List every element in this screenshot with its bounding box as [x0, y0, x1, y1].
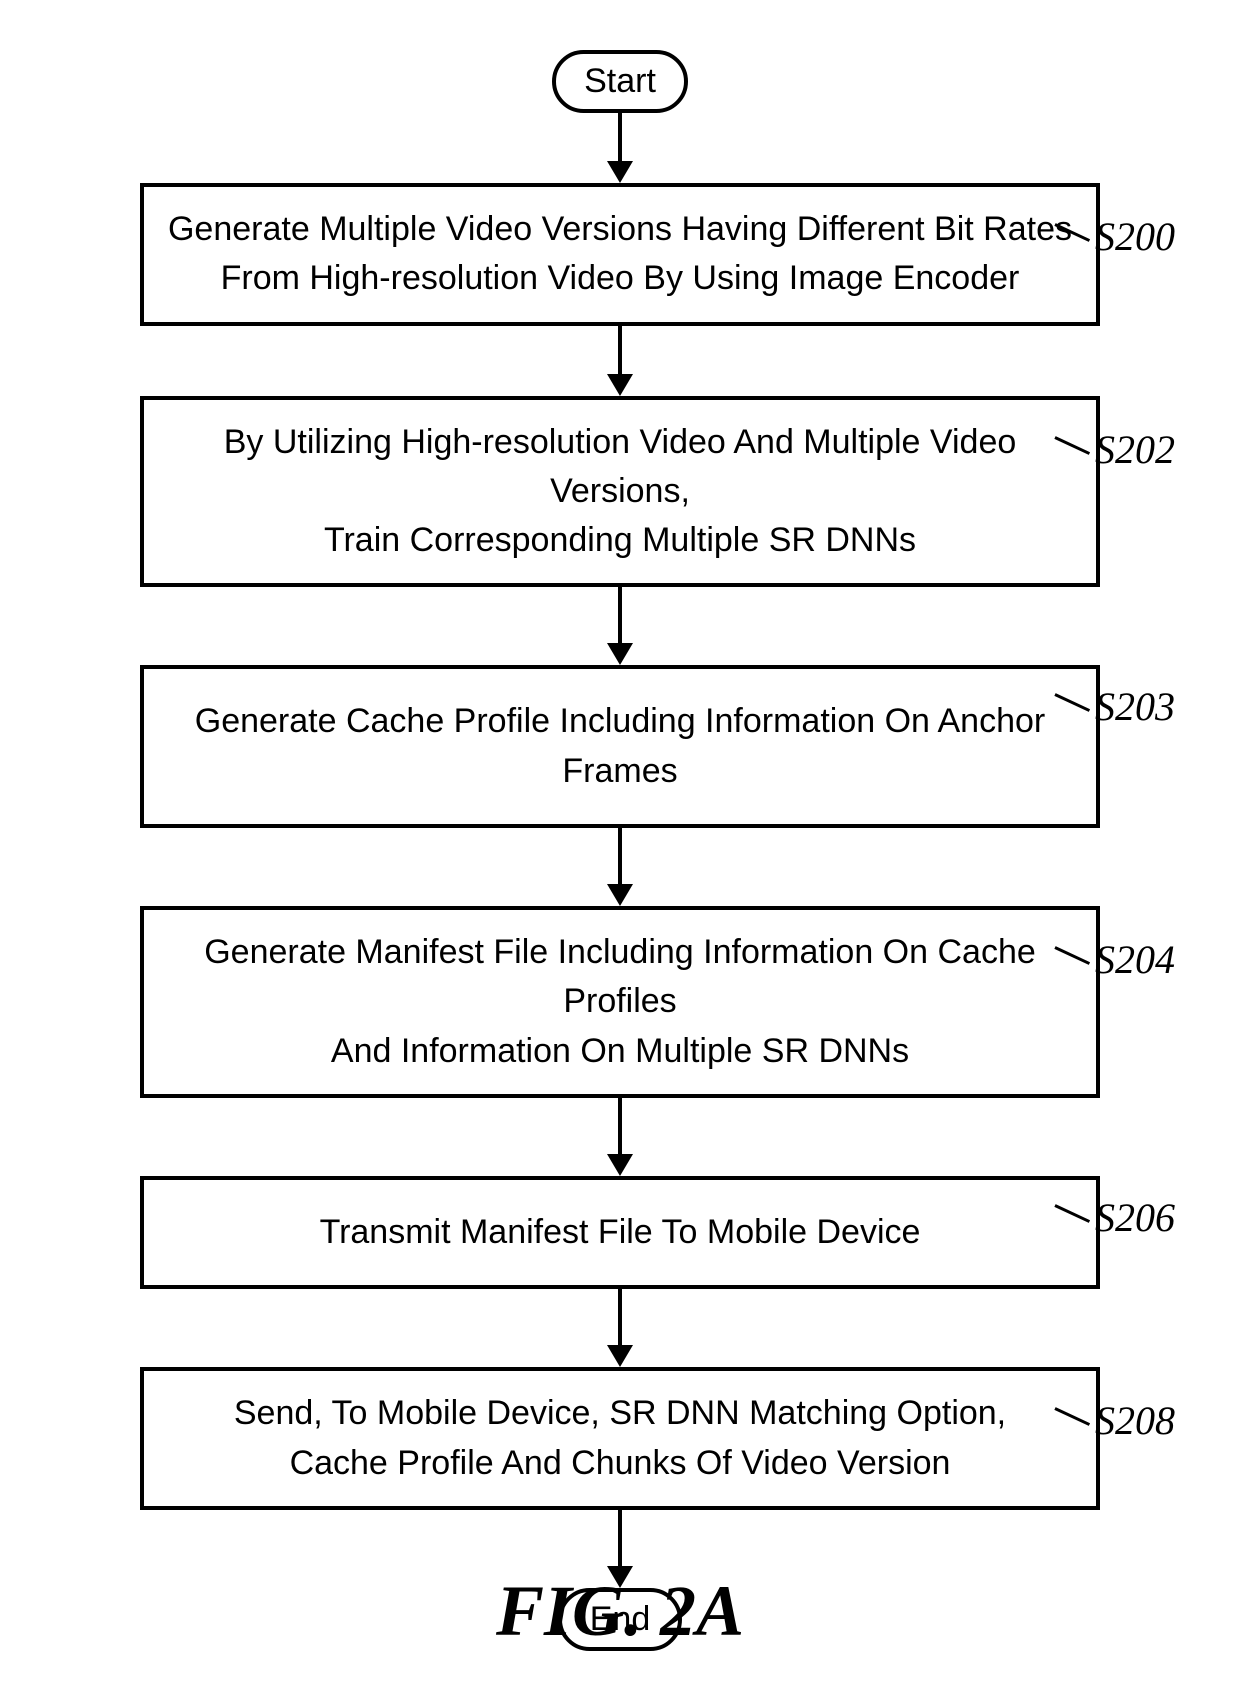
step-s203-line1: Generate Cache Profile Including Informa…	[164, 697, 1076, 796]
step-s202: By Utilizing High-resolution Video And M…	[140, 396, 1100, 588]
arrow-2	[600, 587, 640, 665]
step-s204-line1: Generate Manifest File Including Informa…	[164, 928, 1076, 1027]
step-s206: Transmit Manifest File To Mobile Device	[140, 1176, 1100, 1289]
step-s200-line1: Generate Multiple Video Versions Having …	[164, 205, 1076, 254]
step-s204: Generate Manifest File Including Informa…	[140, 906, 1100, 1098]
figure-caption: FIG. 2A	[0, 1570, 1240, 1653]
label-s204: S204	[1095, 936, 1175, 983]
step-s202-line2: Train Corresponding Multiple SR DNNs	[164, 516, 1076, 565]
step-s206-row: Transmit Manifest File To Mobile Device …	[0, 1176, 1240, 1289]
start-text: Start	[584, 62, 656, 100]
step-s208: Send, To Mobile Device, SR DNN Matching …	[140, 1367, 1100, 1510]
arrow-4	[600, 1098, 640, 1176]
arrow-5	[600, 1289, 640, 1367]
step-s206-line1: Transmit Manifest File To Mobile Device	[164, 1208, 1076, 1257]
step-s200-row: Generate Multiple Video Versions Having …	[0, 183, 1240, 326]
label-s206: S206	[1095, 1194, 1175, 1241]
step-s203-row: Generate Cache Profile Including Informa…	[0, 665, 1240, 828]
step-s204-row: Generate Manifest File Including Informa…	[0, 906, 1240, 1098]
start-row: Start	[0, 50, 1240, 113]
start-terminator: Start	[552, 50, 688, 113]
flowchart-container: Start Generate Multiple Video Versions H…	[0, 0, 1240, 1651]
label-s203: S203	[1095, 683, 1175, 730]
label-s208: S208	[1095, 1397, 1175, 1444]
step-s203: Generate Cache Profile Including Informa…	[140, 665, 1100, 828]
step-s200-line2: From High-resolution Video By Using Imag…	[164, 254, 1076, 303]
step-s202-line1: By Utilizing High-resolution Video And M…	[164, 418, 1076, 517]
label-s202: S202	[1095, 426, 1175, 473]
step-s204-line2: And Information On Multiple SR DNNs	[164, 1027, 1076, 1076]
step-s208-row: Send, To Mobile Device, SR DNN Matching …	[0, 1367, 1240, 1510]
step-s200: Generate Multiple Video Versions Having …	[140, 183, 1100, 326]
arrow-0	[600, 113, 640, 183]
step-s208-line2: Cache Profile And Chunks Of Video Versio…	[164, 1439, 1076, 1488]
arrow-1	[600, 326, 640, 396]
label-s200: S200	[1095, 213, 1175, 260]
arrow-3	[600, 828, 640, 906]
step-s208-line1: Send, To Mobile Device, SR DNN Matching …	[164, 1389, 1076, 1438]
step-s202-row: By Utilizing High-resolution Video And M…	[0, 396, 1240, 588]
